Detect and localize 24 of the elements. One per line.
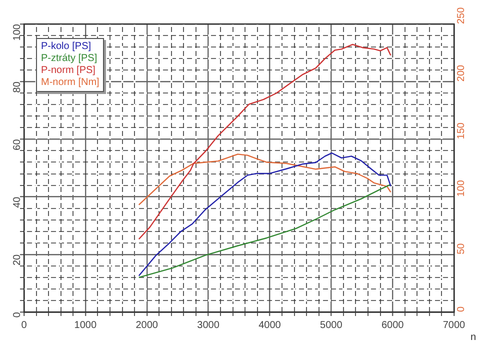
x-tick-label: 1000 [74,320,97,331]
y2-tick-label: 150 [456,122,467,140]
y-tick-label: 60 [12,138,23,150]
text: P-kolo [PS] [41,41,92,53]
y-tick-label: 80 [12,81,23,93]
y2-tick-label: 0 [456,306,467,312]
text: P-norm [PS] [41,65,96,77]
y2-tick-label: 200 [456,64,467,82]
y-tick-label: 20 [12,254,23,266]
x-tick-label: 4000 [258,320,282,331]
x-tick-label: 2000 [136,320,158,331]
x-tick-label: 3000 [197,320,220,331]
text: M-norm [Nm] [41,77,100,89]
y-tick-label: 40 [12,196,23,208]
x-tick-label: 5000 [320,320,343,331]
x-tick-label: 6000 [381,320,404,331]
y2-tick-label: 100 [456,180,467,197]
y-tick-label: 100 [12,24,23,41]
text: P-ztráty [PS] [41,53,98,65]
x-axis-title: n [470,332,476,343]
y-tick-label: 0 [12,312,23,318]
y2-tick-label: 50 [456,242,467,254]
x-tick-label: 7000 [442,320,466,331]
y2-tick-label: 250 [456,6,467,24]
